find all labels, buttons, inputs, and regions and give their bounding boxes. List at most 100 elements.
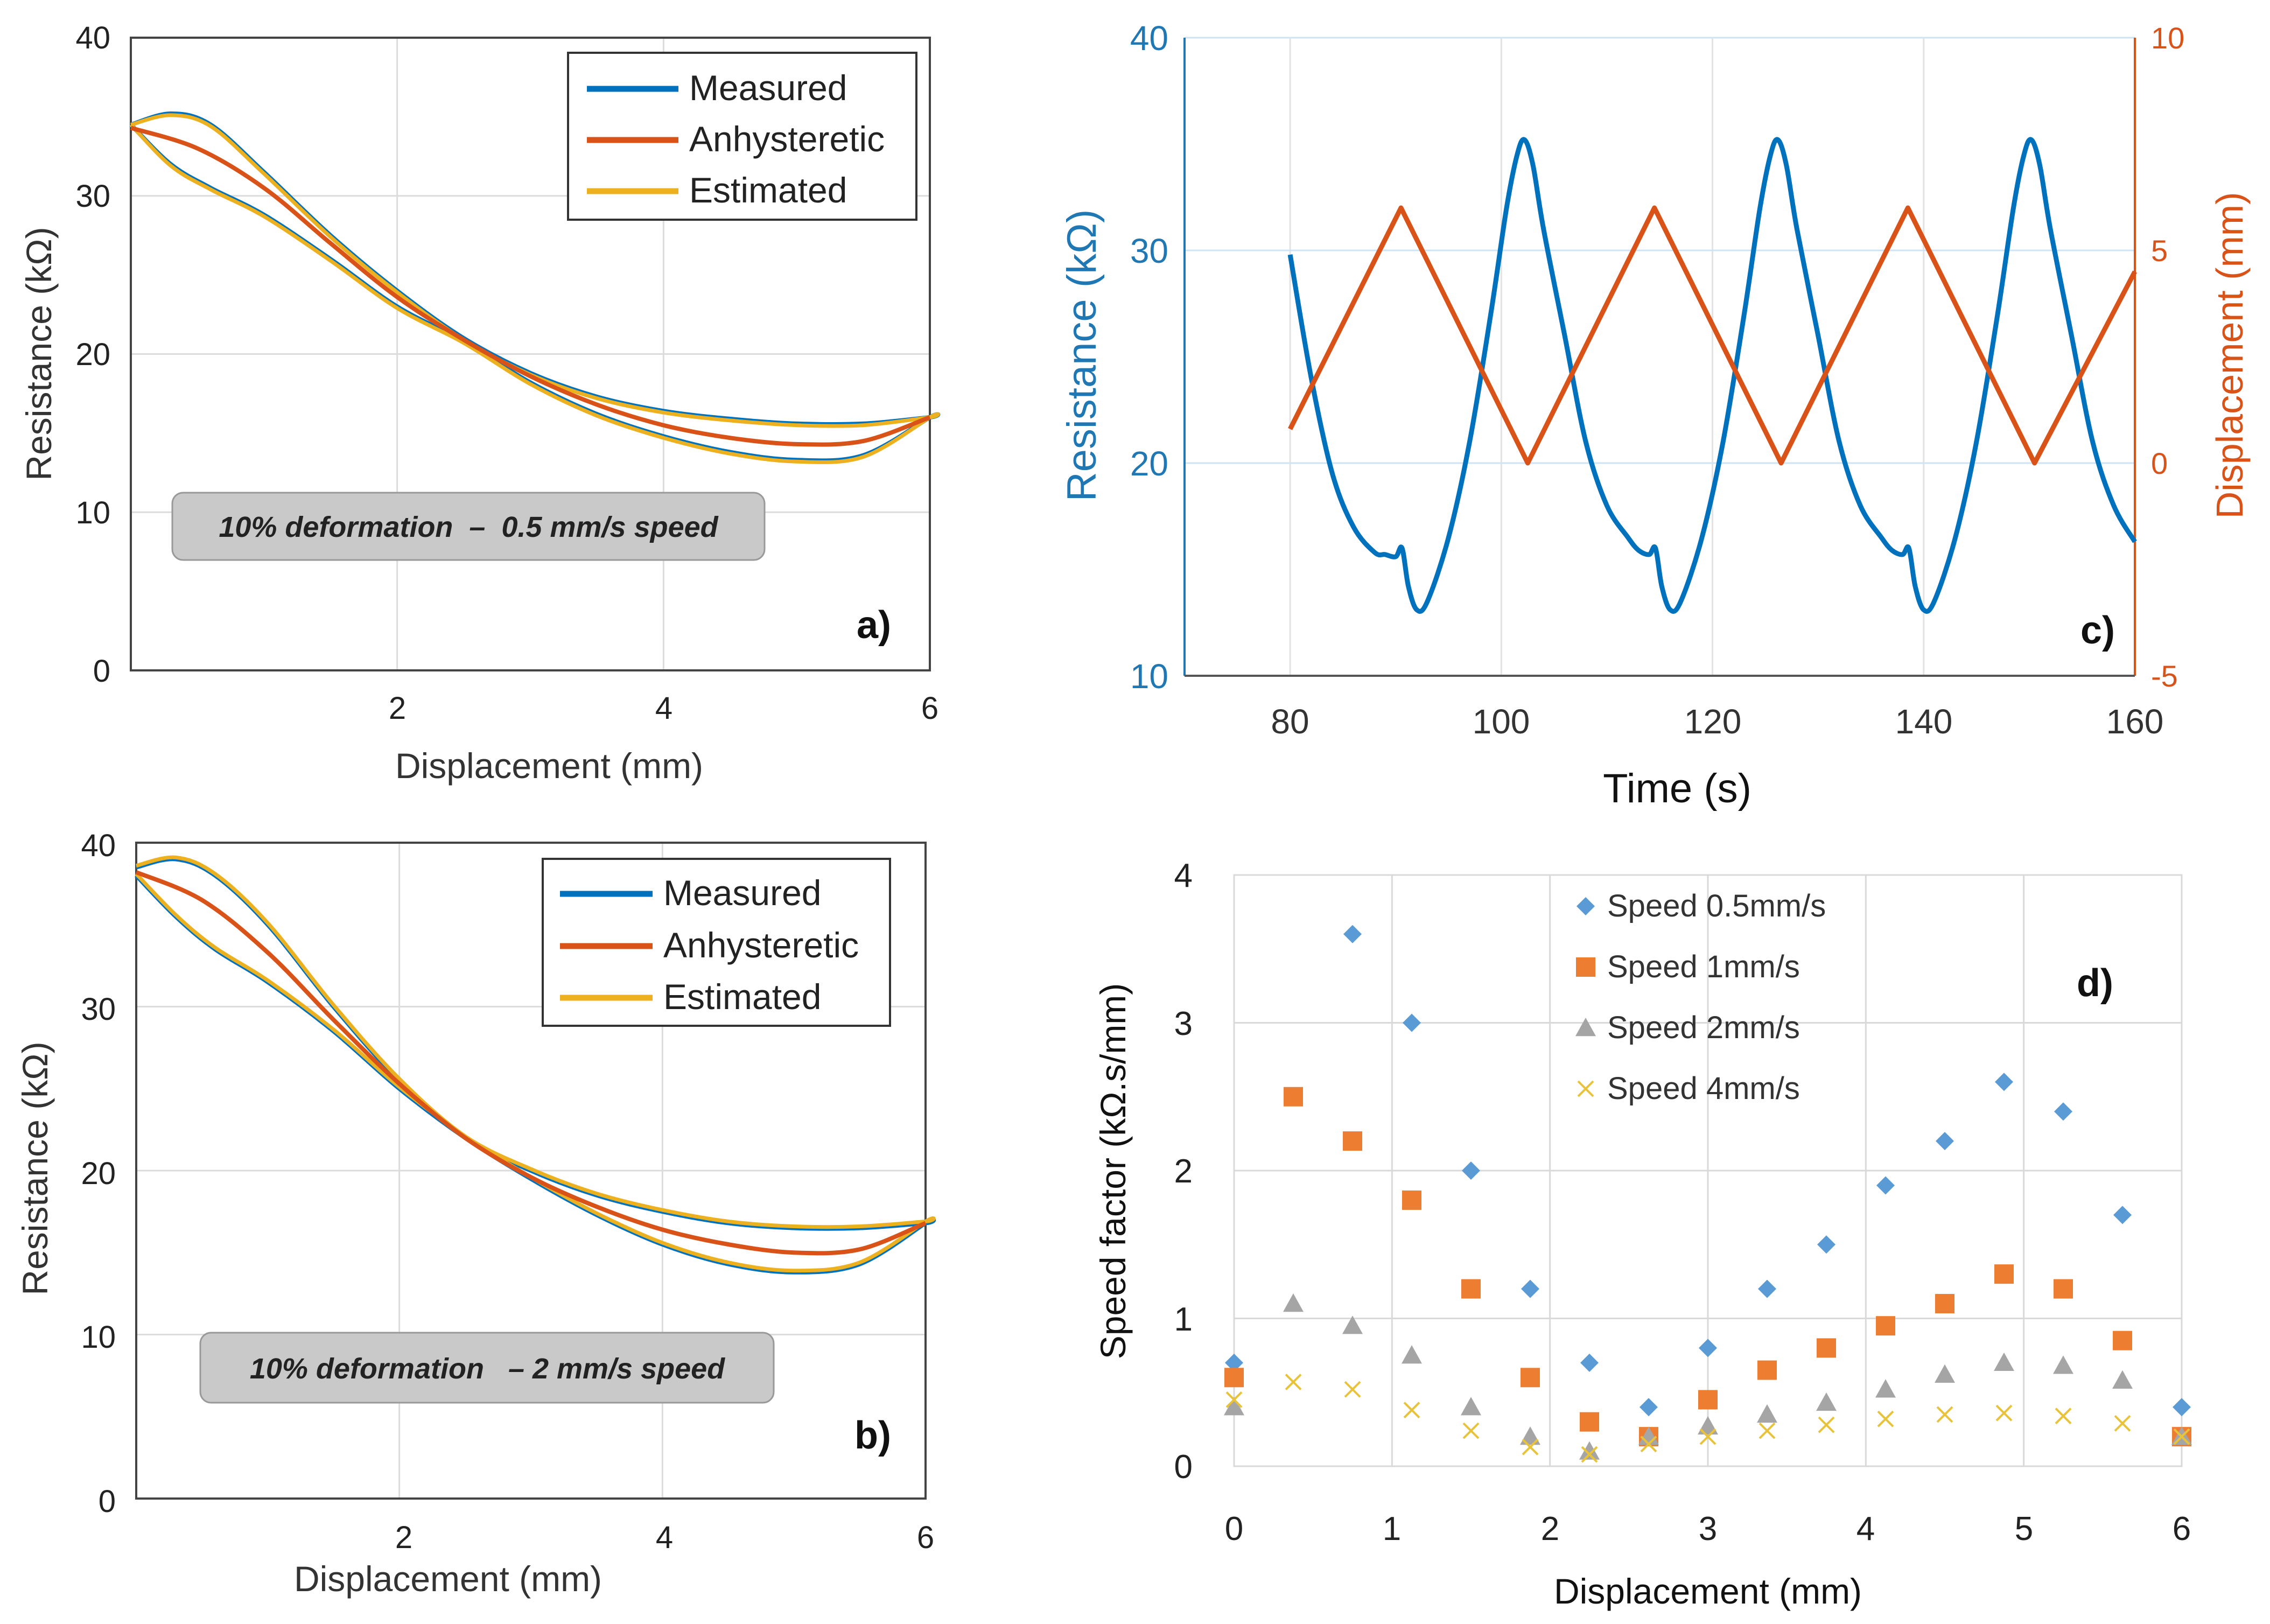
panel-d-point-triangle xyxy=(1402,1345,1422,1364)
panel-d-point-diamond xyxy=(1343,925,1362,943)
panel-d-point-square xyxy=(1402,1190,1421,1210)
panel-a-legend-label: Anhysteretic xyxy=(689,119,885,159)
panel-a-line-estimated xyxy=(129,113,940,464)
panel-d-point-triangle xyxy=(2112,1370,2133,1389)
panel-b-line-estimated xyxy=(135,855,936,1273)
panel-d-point-diamond xyxy=(1640,1398,1658,1417)
panel-a-annotation-box xyxy=(171,492,766,561)
panel-d-point-diamond xyxy=(2113,1206,2132,1224)
panel-d-point-diamond xyxy=(1580,1353,1599,1372)
panel-d-point-diamond xyxy=(1521,1279,1539,1298)
panel-b-ytick: 20 xyxy=(81,1156,116,1191)
panel-b-line-anhysteretic xyxy=(135,870,927,1256)
panel-c-xtick: 100 xyxy=(1473,702,1530,741)
panel-b-label: b) xyxy=(854,1414,891,1457)
panel-d-xtick: 5 xyxy=(2015,1510,2033,1548)
panel-d-point-x xyxy=(1462,1422,1480,1439)
panel-d-legend-label: Speed 2mm/s xyxy=(1607,1010,1800,1045)
panel-b: 0 10 20 30 40 2 4 6 Displacement (mm) Re… xyxy=(15,828,936,1599)
panel-a-ytick: 0 xyxy=(93,654,110,689)
panel-d-point-diamond xyxy=(1995,1073,2013,1091)
panel-d-legend-marker-x xyxy=(1577,1080,1594,1097)
panel-b-ytick: 40 xyxy=(81,828,116,863)
panel-d-point-triangle xyxy=(1994,1352,2014,1371)
panel-d-point-triangle xyxy=(1935,1364,1955,1383)
panel-c-y2tick: 5 xyxy=(2151,234,2168,268)
panel-b-annotation: 10% deformation – 2 mm/s speed xyxy=(250,1353,725,1385)
panel-d-point-x xyxy=(1225,1391,1243,1408)
panel-d-point-x xyxy=(2055,1408,2072,1425)
panel-d-point-triangle xyxy=(1224,1397,1244,1416)
panel-c: 10 20 30 40 -5 0 5 10 80 100 120 140 160… xyxy=(1059,19,2251,811)
panel-d-label: d) xyxy=(2077,962,2113,1005)
panel-b-ytick-labels: 0 10 20 30 40 xyxy=(81,828,116,1519)
panel-d-xtick: 4 xyxy=(1856,1510,1875,1548)
panel-d-legend-marker-triangle xyxy=(1575,1018,1596,1037)
panel-b-xtick: 6 xyxy=(917,1520,934,1555)
panel-d-xtick: 0 xyxy=(1225,1510,1243,1548)
panel-a-plot-frame xyxy=(130,37,931,671)
panel-c-label: c) xyxy=(2080,609,2115,652)
panel-b-annotation-box xyxy=(199,1332,775,1404)
panel-a-xlabel: Displacement (mm) xyxy=(395,746,703,786)
panel-c-ytick: 30 xyxy=(1130,232,1168,270)
panel-b-ytick: 10 xyxy=(81,1320,116,1355)
panel-a-legend-label: Estimated xyxy=(689,170,847,210)
panel-b-xtick: 2 xyxy=(395,1520,412,1555)
panel-d-point-square xyxy=(1343,1131,1362,1151)
panel-d-legend-marker-diamond xyxy=(1577,897,1595,915)
panel-d-ylabel: Speed factor (kΩ.s/mm) xyxy=(1093,983,1133,1360)
panel-d-xtick: 6 xyxy=(2173,1510,2191,1548)
panel-d-point-x xyxy=(1581,1446,1598,1463)
panel-d-ytick: 2 xyxy=(1174,1153,1193,1190)
panel-c-y2tick: -5 xyxy=(2151,659,2178,693)
panel-b-xtick-labels: 2 4 6 xyxy=(395,1520,934,1555)
panel-a-xtick-labels: 2 4 6 xyxy=(389,691,938,726)
panel-d-point-triangle xyxy=(1461,1397,1481,1416)
panel-c-xtick: 80 xyxy=(1271,702,1309,741)
panel-d-point-diamond xyxy=(1462,1161,1480,1180)
panel-a-legend: Measured Anhysteretic Estimated xyxy=(567,52,917,221)
panel-b-plot-frame xyxy=(135,842,927,1500)
panel-d-grid xyxy=(1234,875,2182,1466)
panel-c-xtick-labels: 80 100 120 140 160 xyxy=(1271,702,2163,741)
panel-d-point-square xyxy=(1580,1412,1599,1432)
panel-d-point-triangle xyxy=(1520,1426,1540,1445)
panel-d-ytick-labels: 0 1 2 3 4 xyxy=(1174,857,1193,1486)
panel-a-line-anhysteretic xyxy=(130,125,931,447)
panel-d-point-diamond xyxy=(1817,1235,1835,1254)
panel-b-legend-label: Measured xyxy=(663,873,822,913)
panel-d-xtick-labels: 0 1 2 3 4 5 6 xyxy=(1225,1510,2191,1548)
panel-d-ytick: 0 xyxy=(1174,1448,1193,1486)
panel-c-curves xyxy=(1287,137,2137,614)
panel-d-point-diamond xyxy=(1699,1339,1717,1357)
panel-d-point-square xyxy=(1757,1360,1777,1380)
panel-d-legend: Speed 0.5mm/s Speed 1mm/s Speed 2mm/s Sp… xyxy=(1575,888,1826,1106)
panel-c-ytick: 10 xyxy=(1130,657,1168,696)
panel-d-legend-label: Speed 0.5mm/s xyxy=(1607,888,1826,923)
panel-a-xtick: 6 xyxy=(921,691,938,726)
panel-b-xlabel: Displacement (mm) xyxy=(294,1559,602,1599)
panel-c-ytick: 40 xyxy=(1130,19,1168,58)
panel-d-legend-marker-square xyxy=(1576,957,1595,977)
panel-d-point-diamond xyxy=(1876,1176,1895,1195)
panel-d-point-x xyxy=(1640,1436,1657,1453)
panel-d-point-x xyxy=(1936,1406,1953,1423)
panel-d-ytick: 1 xyxy=(1174,1301,1193,1338)
panel-a-label: a) xyxy=(857,604,891,647)
panel-c-xlabel: Time (s) xyxy=(1603,766,1751,811)
panel-d-point-x xyxy=(1995,1404,2013,1422)
panel-a-ytick-labels: 0 10 20 30 40 xyxy=(75,20,110,689)
panel-d-point-x xyxy=(1403,1402,1420,1419)
panel-d-point-x xyxy=(1877,1410,1894,1427)
panel-d-point-x xyxy=(1818,1416,1835,1433)
panel-d-point-x xyxy=(1285,1374,1302,1390)
panel-d-ytick: 4 xyxy=(1174,857,1193,894)
panel-d-point-triangle xyxy=(2053,1355,2073,1374)
panel-d-point-square xyxy=(1698,1390,1718,1410)
panel-d-point-diamond xyxy=(1936,1132,1954,1151)
panel-d-point-diamond xyxy=(2054,1102,2072,1121)
panel-a-xtick: 4 xyxy=(655,691,672,726)
panel-d-point-x xyxy=(1522,1438,1539,1455)
panel-a: 0 10 20 30 40 2 4 6 Displacement (mm) Re… xyxy=(19,20,941,786)
